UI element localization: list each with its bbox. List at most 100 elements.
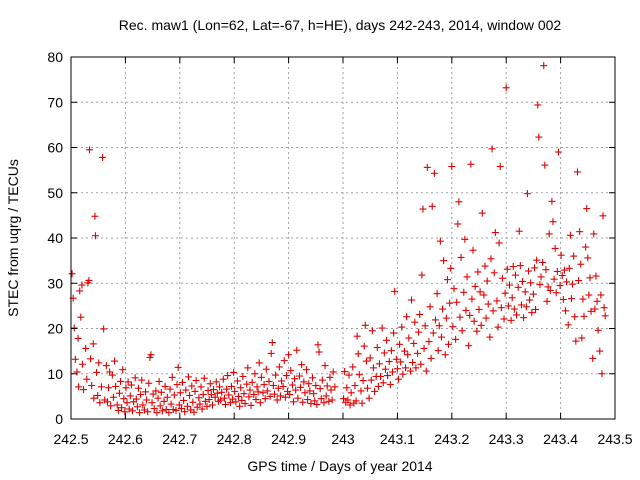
data-point [391,287,399,295]
data-point [439,305,447,313]
data-point [345,371,353,379]
data-point [309,374,317,382]
data-point [476,288,484,296]
data-point [573,168,581,176]
data-point [521,288,529,296]
data-point [138,376,146,384]
data-point [252,396,260,404]
data-point [286,391,294,399]
data-point [543,297,551,305]
data-point [389,368,397,376]
data-point [418,271,426,279]
data-point [403,313,411,321]
data-point [170,391,178,399]
data-point [117,377,125,385]
data-point [256,399,264,407]
data-point [398,323,406,331]
data-point [91,232,99,240]
data-point [212,378,220,386]
data-point [289,398,297,406]
data-point [371,387,379,395]
data-point [213,389,221,397]
data-point [427,354,435,362]
data-point [589,354,597,362]
data-point [475,305,483,313]
data-point [300,378,308,386]
data-point [207,391,215,399]
data-point [477,321,485,329]
data-point [402,364,410,372]
data-point [420,344,428,352]
data-point [429,329,437,337]
data-point [250,391,258,399]
data-point [195,394,203,402]
data-point [307,400,315,408]
data-point [76,287,84,295]
data-point [570,252,578,260]
data-point [442,314,450,322]
data-point [147,351,155,359]
data-point [208,401,216,409]
data-point [156,402,164,410]
data-point [191,387,199,395]
data-point [483,277,491,285]
data-point [367,376,375,384]
data-point [471,282,479,290]
data-point [225,391,233,399]
data-point [232,398,240,406]
data-point [548,197,556,205]
data-point [545,230,553,238]
data-point [230,368,238,376]
data-point [329,368,337,376]
y-tick-label: 50 [47,185,63,201]
data-point [578,334,586,342]
data-point [294,394,302,402]
data-point [536,281,544,289]
data-point [73,368,81,376]
data-point [223,385,231,393]
data-point [68,270,76,278]
data-point [392,355,400,363]
data-point [454,220,462,228]
data-point [425,338,433,346]
data-point [468,295,476,303]
data-point [254,388,262,396]
data-point [415,328,423,336]
data-point [346,401,354,409]
data-point [160,397,168,405]
data-point [577,260,585,268]
data-point [532,305,540,313]
data-point [411,318,419,326]
data-point [205,396,213,404]
data-point [393,365,401,373]
data-point [236,402,244,410]
data-point [112,382,120,390]
data-point [306,387,314,395]
data-point [422,367,430,375]
data-point [380,349,388,357]
data-point [273,396,281,404]
data-point [493,297,501,305]
data-point [598,370,606,378]
data-point [489,307,497,315]
data-point [109,393,117,401]
data-point [419,205,427,213]
data-point [244,364,252,372]
data-point [344,396,352,404]
data-point [97,383,105,391]
data-point [74,334,82,342]
data-point [115,389,123,397]
data-point [368,327,376,335]
data-point [322,392,330,400]
data-point [564,321,572,329]
data-point [441,351,449,359]
y-tick-label: 30 [47,275,63,291]
data-point [385,358,393,366]
data-point [551,244,559,252]
data-point [406,367,414,375]
data-point [281,393,289,401]
data-point [341,367,349,375]
data-point [153,409,161,417]
data-point [251,370,259,378]
data-point [199,391,207,399]
